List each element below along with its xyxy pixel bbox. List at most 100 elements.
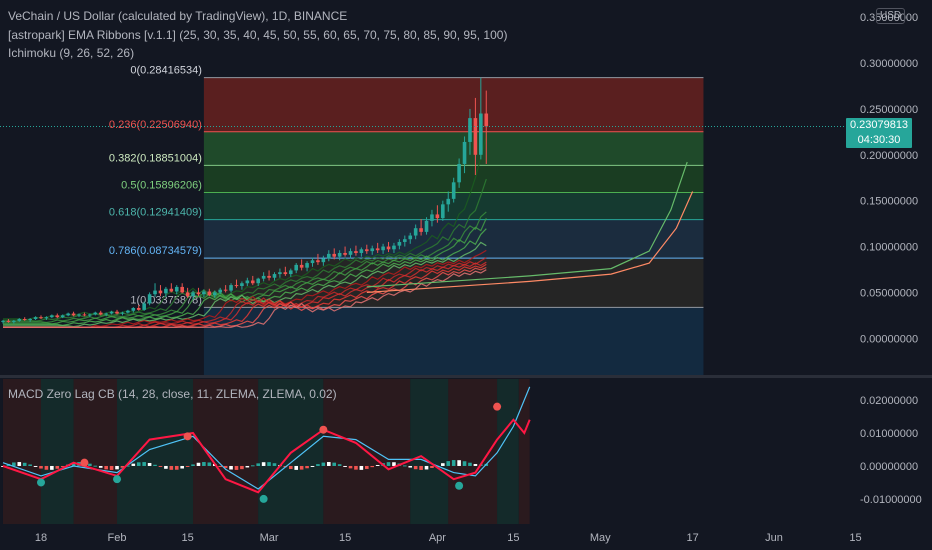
candle-body [435,214,440,219]
x-tick-label: 17 [686,532,698,544]
candle-body [109,311,114,314]
macd-hist-bar [153,464,157,466]
macd-band [497,379,519,524]
macd-cross-marker [37,478,45,487]
macd-hist-bar [337,464,342,466]
macd-hist-bar [326,462,331,466]
macd-hist-bar [245,465,250,468]
candle-body [191,292,195,297]
x-tick-label: 15 [181,532,193,544]
candle-body [365,249,369,252]
candle-body [256,278,260,284]
x-tick-label: 15 [339,532,351,544]
x-tick-label: Jun [765,532,783,544]
candle-body [77,314,81,316]
fib-zone [203,131,704,166]
ema-ribbons-legend[interactable]: [astropark] EMA Ribbons [v.1.1] (25, 30,… [8,28,508,42]
candle-body [66,313,70,316]
macd-hist-bar [147,462,152,466]
macd-hist-bar [473,463,478,466]
macd-hist-bar [403,465,407,467]
candle-body [326,253,331,259]
candle-body [343,252,347,255]
macd-hist-bar [316,464,320,466]
macd-hist-bar [359,465,364,470]
macd-hist-bar [424,465,429,470]
macd-hist-bar [71,462,76,466]
macd-cross-marker [319,425,328,434]
ichimoku-span-a [366,161,688,288]
macd-hist-bar [60,465,65,467]
candle-body [212,292,217,296]
y-tick-label: 0.00000000 [860,333,918,345]
candle-body [218,289,222,293]
ema-ribbon-line [3,241,487,328]
candle-body [381,246,385,251]
candle-body [207,291,212,296]
macd-hist-bar [240,465,244,470]
macd-hist-bar [446,461,451,466]
macd-hist-bar [98,465,103,468]
candle-body [164,288,168,294]
candle-body [468,118,472,142]
ichimoku-span-b [366,191,694,293]
candle-body [413,228,418,236]
candle-body [39,317,43,319]
candle-body [28,319,32,321]
macd-hist-bar [12,462,16,466]
macd-hist-bar [50,465,54,470]
candle-body [60,315,65,318]
candle-body [93,312,98,315]
macd-hist-bar [33,465,38,467]
macd-y-tick-label: -0.01000000 [860,494,922,506]
candle-body [430,214,434,221]
macd-hist-bar [191,464,195,466]
macd-hist-bar [321,462,326,466]
candle-body [397,241,402,246]
macd-hist-bar [365,465,369,469]
macd-hist-bar [164,465,168,469]
macd-band [193,379,259,524]
macd-hist-bar [441,463,445,466]
macd-legend[interactable]: MACD Zero Lag CB (14, 28, close, 11, ZLE… [8,387,337,401]
y-tick-label: 0.10000000 [860,242,918,254]
ichimoku-legend[interactable]: Ichimoku (9, 26, 52, 26) [8,46,135,60]
macd-hist-bar [305,465,309,469]
candle-body [479,113,483,155]
macd-hist-bar [354,465,358,470]
macd-cross-marker [80,458,89,467]
macd-hist-bar [218,465,222,467]
x-tick-label: Mar [260,532,279,544]
candle-body [12,320,16,322]
candle-body [332,253,337,257]
candle-body [267,275,271,278]
candle-body [484,113,489,127]
y-tick-label: 0.20000000 [860,150,918,162]
macd-hist-bar [462,461,467,466]
candle-body [88,314,92,316]
fib-label: 0(0.28416534) [130,65,202,77]
candle-body [234,285,239,287]
candle-body [169,288,174,292]
current-price-value: 0.23079813 [849,119,909,131]
candle-body [71,313,76,316]
currency-badge[interactable]: USD [876,8,906,24]
candle-body [50,315,54,318]
macd-hist-bar [468,462,472,466]
macd-hist-bar [136,462,141,466]
fib-zone-bottom [203,307,704,375]
candle-body [33,317,38,320]
x-tick-label: May [590,532,611,544]
macd-hist-bar [250,465,255,467]
macd-hist-bar [126,465,130,467]
candle-body [386,246,391,250]
macd-hist-bar [131,463,136,466]
macd-band [410,379,449,524]
macd-hist-bar [115,465,119,470]
macd-hist-bar [348,465,353,469]
macd-hist-bar [256,463,260,466]
candle-body [462,141,467,164]
ema-ribbon-line [3,228,487,326]
candle-body [6,320,11,322]
